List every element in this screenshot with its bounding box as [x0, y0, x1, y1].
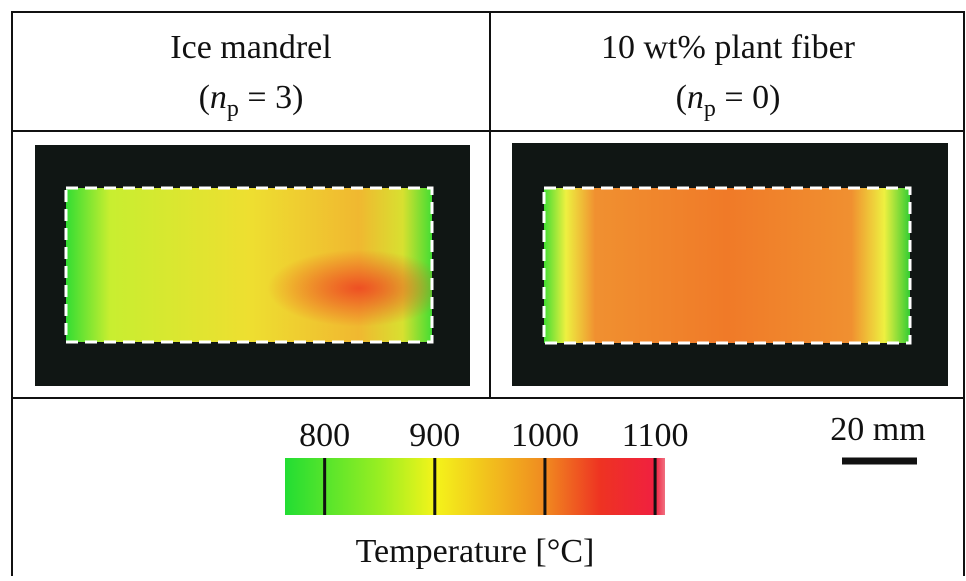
- scale-bar-label: 20 mm: [830, 411, 925, 448]
- panel-condition: (np = 3): [199, 79, 304, 122]
- colorbar-tick-label: 900: [409, 417, 460, 454]
- thermal-image: [35, 145, 470, 386]
- paren: (: [676, 79, 687, 116]
- panel-condition: (np = 0): [676, 79, 781, 122]
- var: n: [210, 79, 227, 116]
- colorbar: [285, 458, 665, 515]
- thermal-image: [512, 143, 948, 386]
- colorbar-label: Temperature [°C]: [356, 533, 595, 570]
- sub: p: [704, 96, 716, 122]
- rest: = 0): [716, 79, 781, 116]
- sub: p: [227, 96, 239, 122]
- frame: [11, 11, 965, 581]
- colorbar-tick-label: 800: [299, 417, 350, 454]
- panel-title: Ice mandrel: [170, 29, 331, 66]
- panel-title: 10 wt% plant fiber: [601, 29, 856, 66]
- colorbar-tick-label: 1000: [511, 417, 579, 454]
- var: n: [687, 79, 704, 116]
- paren: (: [199, 79, 210, 116]
- rest: = 3): [239, 79, 304, 116]
- colorbar-tick-label: 1100: [622, 417, 689, 454]
